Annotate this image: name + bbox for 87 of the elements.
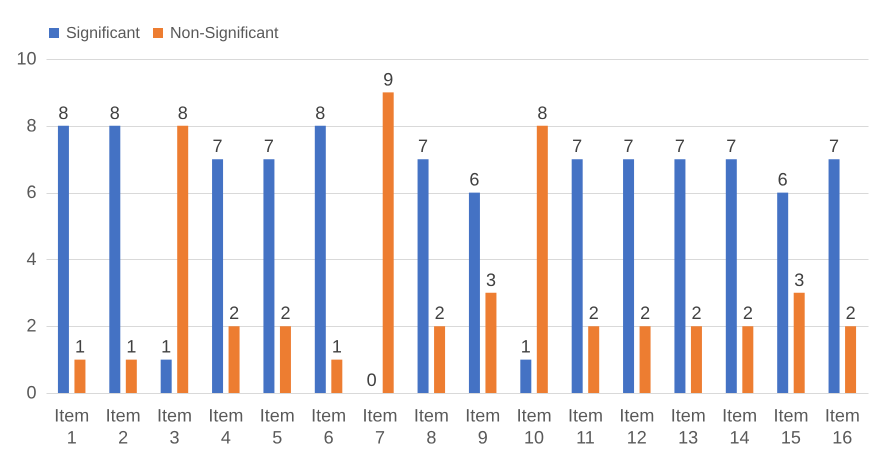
- x-tick-label: Item 11: [568, 406, 603, 448]
- y-tick-label: 10: [16, 48, 36, 68]
- data-label: 0: [366, 370, 377, 390]
- bar: [314, 126, 326, 393]
- bar: [177, 126, 188, 393]
- x-tick-label: Item 1: [54, 406, 90, 448]
- bar: [228, 326, 240, 393]
- data-label: 6: [469, 170, 480, 190]
- data-label: 2: [229, 303, 240, 324]
- data-label: 7: [726, 136, 736, 156]
- bar: [212, 159, 224, 393]
- data-label: 1: [332, 336, 342, 357]
- bar: [794, 292, 805, 393]
- data-label: 2: [280, 303, 290, 324]
- x-tick-label: Item 6: [311, 406, 346, 448]
- data-label: 7: [624, 136, 634, 156]
- bar: [280, 326, 291, 393]
- y-tick-label: 6: [26, 182, 36, 202]
- x-tick-label: Item 12: [619, 406, 654, 448]
- data-label: 7: [829, 136, 840, 156]
- data-label: 1: [520, 336, 531, 357]
- data-label: 1: [161, 336, 172, 357]
- data-label: 2: [588, 303, 599, 324]
- x-tick-label: Item 14: [722, 406, 758, 448]
- data-label: 8: [537, 102, 548, 123]
- bar: [468, 192, 480, 393]
- bar: [572, 159, 583, 393]
- bar: [160, 360, 172, 393]
- bar: [588, 326, 600, 393]
- data-label: 1: [74, 336, 85, 357]
- bar: [58, 126, 69, 393]
- bar: [331, 360, 342, 393]
- data-label: 6: [778, 170, 788, 190]
- data-label: 7: [572, 136, 582, 156]
- bar: [777, 192, 788, 393]
- bar: [845, 326, 856, 393]
- bar: [109, 126, 120, 393]
- x-tick-label: Item 2: [106, 406, 141, 448]
- data-label: 7: [674, 136, 685, 156]
- bar: [263, 159, 274, 393]
- legend-label: Significant: [66, 25, 140, 42]
- data-label: 8: [178, 102, 188, 123]
- bar: [690, 326, 702, 393]
- bar: [485, 292, 496, 393]
- data-label: 3: [794, 270, 804, 290]
- bar: [742, 326, 754, 393]
- legend-label: Non-Significant: [170, 25, 280, 42]
- x-tick-label: Item 8: [414, 406, 449, 448]
- data-label: 8: [110, 102, 120, 123]
- x-tick-label: Item 15: [773, 406, 808, 448]
- x-tick-label: Item 4: [208, 406, 244, 448]
- data-label: 1: [126, 336, 136, 357]
- data-label: 2: [434, 303, 445, 324]
- data-label: 3: [486, 270, 496, 290]
- y-tick-label: 2: [26, 316, 36, 336]
- y-tick-label: 0: [26, 382, 36, 402]
- data-label: 2: [742, 303, 753, 324]
- data-label: 2: [846, 303, 856, 324]
- data-label: 8: [58, 102, 68, 123]
- bar: [126, 360, 137, 393]
- x-tick-label: Item 7: [362, 406, 398, 448]
- x-tick-label: Item 16: [824, 406, 860, 448]
- bar: [726, 159, 737, 393]
- bar: [640, 326, 651, 393]
- bar: [520, 360, 532, 393]
- bar: [382, 92, 394, 393]
- bar: [434, 326, 446, 393]
- data-label: 7: [212, 136, 223, 156]
- bar: [828, 159, 840, 393]
- data-label: 2: [691, 303, 702, 324]
- x-tick-label: Item 13: [670, 406, 706, 448]
- data-label: 2: [640, 303, 650, 324]
- y-tick-label: 8: [26, 115, 36, 136]
- bar: [674, 159, 686, 393]
- bar: [536, 126, 548, 393]
- x-tick-label: Item 3: [156, 406, 192, 448]
- data-label: 9: [383, 69, 394, 90]
- data-label: 7: [418, 136, 428, 156]
- data-label: 7: [264, 136, 274, 156]
- x-tick-label: Item 10: [516, 406, 552, 448]
- bar: [623, 159, 634, 393]
- x-tick-label: Item 5: [260, 406, 295, 448]
- x-tick-label: Item 9: [465, 406, 500, 448]
- bar: [74, 360, 86, 393]
- y-tick-label: 4: [26, 248, 36, 269]
- bar: [418, 159, 429, 393]
- data-label: 8: [315, 102, 326, 123]
